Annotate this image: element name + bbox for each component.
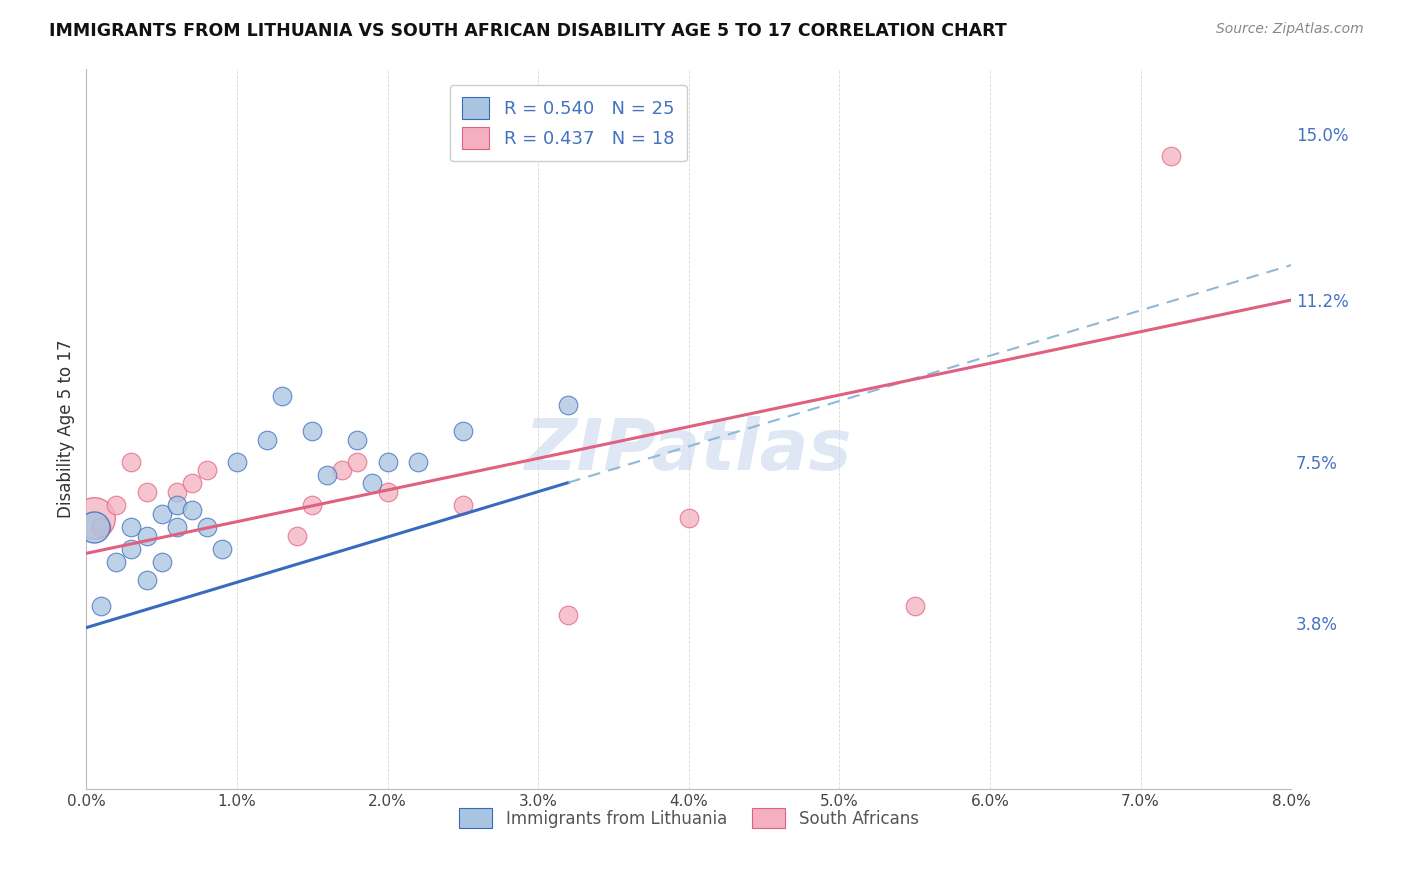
Point	[135, 573, 157, 587]
Point	[90, 520, 112, 534]
Point	[451, 424, 474, 438]
Point	[301, 498, 323, 512]
Point	[361, 476, 384, 491]
Y-axis label: Disability Age 5 to 17: Disability Age 5 to 17	[58, 340, 75, 518]
Point	[105, 498, 128, 512]
Point	[180, 476, 202, 491]
Point	[225, 455, 247, 469]
Point	[406, 455, 429, 469]
Point	[121, 455, 143, 469]
Point	[150, 555, 173, 569]
Point	[211, 541, 233, 556]
Point	[150, 507, 173, 521]
Legend: Immigrants from Lithuania, South Africans: Immigrants from Lithuania, South African…	[453, 801, 925, 835]
Point	[678, 511, 700, 525]
Point	[377, 455, 399, 469]
Point	[301, 424, 323, 438]
Point	[346, 455, 368, 469]
Point	[83, 511, 105, 525]
Point	[256, 433, 278, 447]
Point	[271, 389, 294, 403]
Point	[346, 433, 368, 447]
Point	[557, 607, 579, 622]
Point	[1160, 149, 1182, 163]
Point	[557, 398, 579, 412]
Point	[166, 485, 188, 500]
Point	[285, 529, 308, 543]
Point	[195, 520, 218, 534]
Point	[83, 520, 105, 534]
Point	[451, 498, 474, 512]
Point	[121, 541, 143, 556]
Point	[330, 463, 353, 477]
Text: ZIPatlas: ZIPatlas	[524, 416, 852, 485]
Point	[166, 520, 188, 534]
Point	[195, 463, 218, 477]
Text: Source: ZipAtlas.com: Source: ZipAtlas.com	[1216, 22, 1364, 37]
Point	[135, 485, 157, 500]
Point	[135, 529, 157, 543]
Point	[166, 498, 188, 512]
Point	[316, 467, 339, 482]
Point	[105, 555, 128, 569]
Point	[90, 599, 112, 613]
Text: IMMIGRANTS FROM LITHUANIA VS SOUTH AFRICAN DISABILITY AGE 5 TO 17 CORRELATION CH: IMMIGRANTS FROM LITHUANIA VS SOUTH AFRIC…	[49, 22, 1007, 40]
Point	[121, 520, 143, 534]
Point	[180, 502, 202, 516]
Point	[904, 599, 927, 613]
Point	[377, 485, 399, 500]
